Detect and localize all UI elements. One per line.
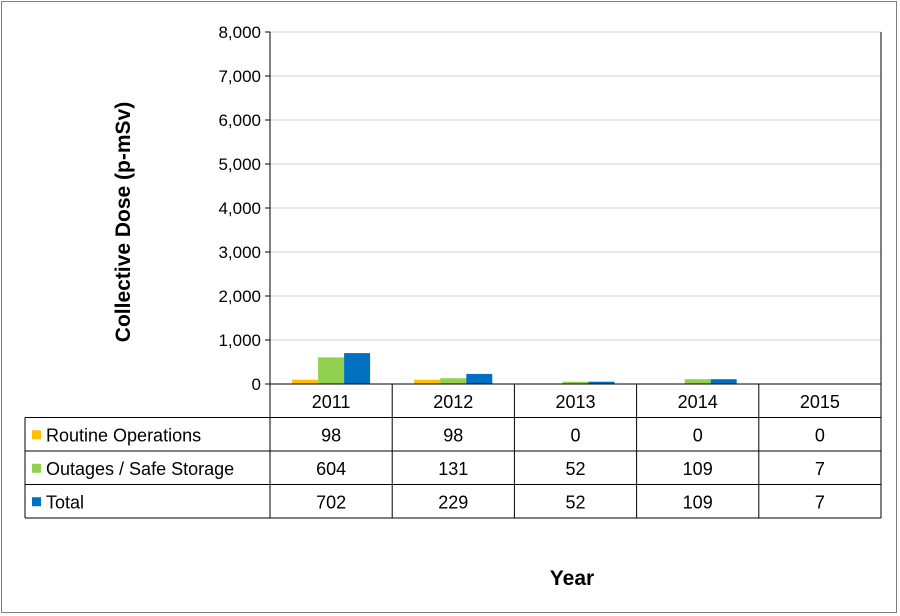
y-tick-label: 3,000 <box>218 243 261 262</box>
bar-outages-safe-storage-2013 <box>562 381 589 384</box>
table-value: 0 <box>570 425 580 445</box>
table-value: 109 <box>683 492 713 512</box>
y-tick-label: 8,000 <box>218 23 261 42</box>
table-value: 702 <box>316 492 346 512</box>
y-tick-label: 5,000 <box>218 155 261 174</box>
x-tick-label: 2011 <box>312 392 351 412</box>
legend-label: Total <box>46 492 84 512</box>
data-table: 2011 2012 2013 2014 2015 Routine Operations 98… <box>24 383 882 519</box>
table-value: 7 <box>815 492 825 512</box>
legend-label: Routine Operations <box>46 425 201 445</box>
legend-label: Outages / Safe Storage <box>46 459 234 479</box>
bar-total-2012 <box>466 373 493 384</box>
bar-outages-safe-storage-2014 <box>684 379 711 384</box>
y-axis-label: Collective Dose (p-mSv) <box>112 102 135 342</box>
x-tick-label: 2014 <box>678 392 718 412</box>
legend-key <box>32 497 41 507</box>
table-value: 604 <box>316 459 346 479</box>
table-value: 7 <box>815 459 825 479</box>
gridlines <box>265 31 882 385</box>
y-tick-label: 2,000 <box>218 287 261 306</box>
y-tick-label: 0 <box>252 375 261 394</box>
table-value: 229 <box>438 492 468 512</box>
table-value: 109 <box>683 459 713 479</box>
table-value: 98 <box>443 425 463 445</box>
legend-key <box>32 463 41 473</box>
bar-routine-operations-2011 <box>292 379 319 384</box>
bar-outages-safe-storage-2012 <box>440 378 467 384</box>
table-value: 98 <box>321 425 341 445</box>
table-value: 52 <box>565 459 585 479</box>
x-tick-label: 2012 <box>433 392 473 412</box>
legend-key <box>32 430 41 440</box>
x-axis-label: Year <box>550 567 594 590</box>
x-tick-label: 2013 <box>555 392 595 412</box>
table-value: 0 <box>815 425 825 445</box>
y-tick-label: 4,000 <box>218 199 261 218</box>
y-tick-label: 1,000 <box>218 331 261 350</box>
y-tick-label: 7,000 <box>218 67 261 86</box>
y-tick-label: 6,000 <box>218 111 261 130</box>
bar-total-2011 <box>344 353 371 384</box>
table-value: 131 <box>438 459 468 479</box>
table-value: 52 <box>565 492 585 512</box>
bar-total-2013 <box>588 381 615 384</box>
bar-total-2014 <box>710 379 737 384</box>
bars <box>292 353 859 384</box>
y-tick-labels: 0 1,000 2,000 3,000 4,000 5,000 6,000 7,000 8,00… <box>218 23 261 394</box>
x-tick-label: 2015 <box>800 392 840 412</box>
table-value: 0 <box>693 425 703 445</box>
bar-outages-safe-storage-2011 <box>318 357 345 384</box>
bar-routine-operations-2012 <box>414 379 441 384</box>
